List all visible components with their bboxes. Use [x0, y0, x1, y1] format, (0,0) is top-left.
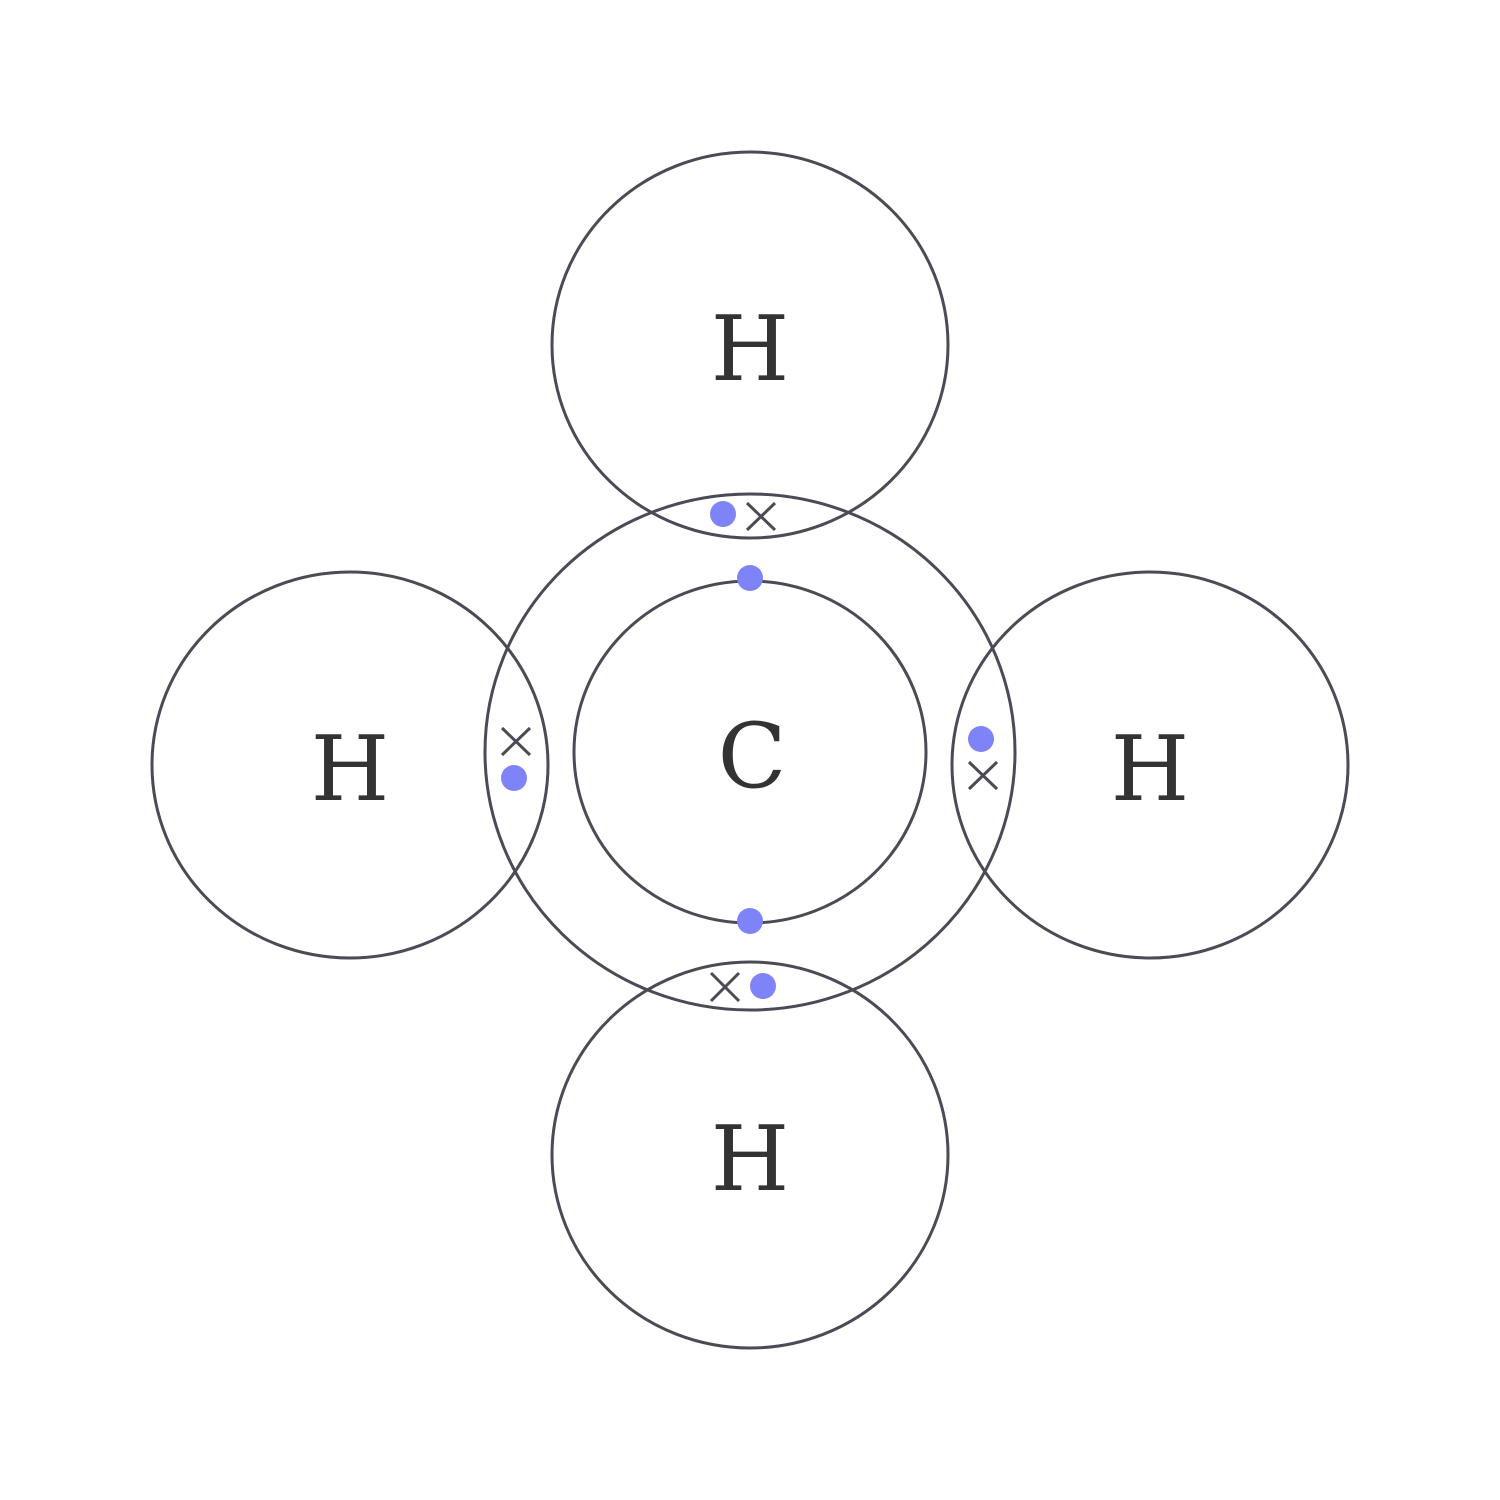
hydrogen-bottom-shell	[550, 960, 950, 1350]
carbon-bond-electron-top	[710, 501, 736, 527]
hydrogen-electron-cross-bottom	[709, 971, 741, 1003]
carbon-outer-shell	[483, 492, 1017, 1012]
hydrogen-electron-cross-top	[745, 501, 777, 532]
carbon-symbol: C	[718, 704, 787, 809]
hydrogen-right-shell	[950, 570, 1350, 960]
hydrogen-electron-cross-left	[500, 726, 532, 757]
carbon-inner-electron-bottom	[737, 908, 763, 934]
hydrogen-top-shell	[550, 150, 950, 540]
carbon-bond-electron-right	[968, 726, 994, 752]
carbon-inner-electron-top	[737, 565, 763, 591]
carbon-bond-electron-left	[501, 765, 527, 791]
carbon-bond-electron-bottom	[750, 973, 776, 999]
hydrogen-top-symbol: H	[711, 297, 790, 402]
hydrogen-bottom-symbol: H	[711, 1107, 790, 1212]
hydrogen-left-symbol: H	[311, 717, 390, 822]
hydrogen-right-symbol: H	[1111, 717, 1190, 822]
hydrogen-left-shell	[150, 570, 550, 960]
hydrogen-electron-cross-right	[967, 760, 999, 791]
